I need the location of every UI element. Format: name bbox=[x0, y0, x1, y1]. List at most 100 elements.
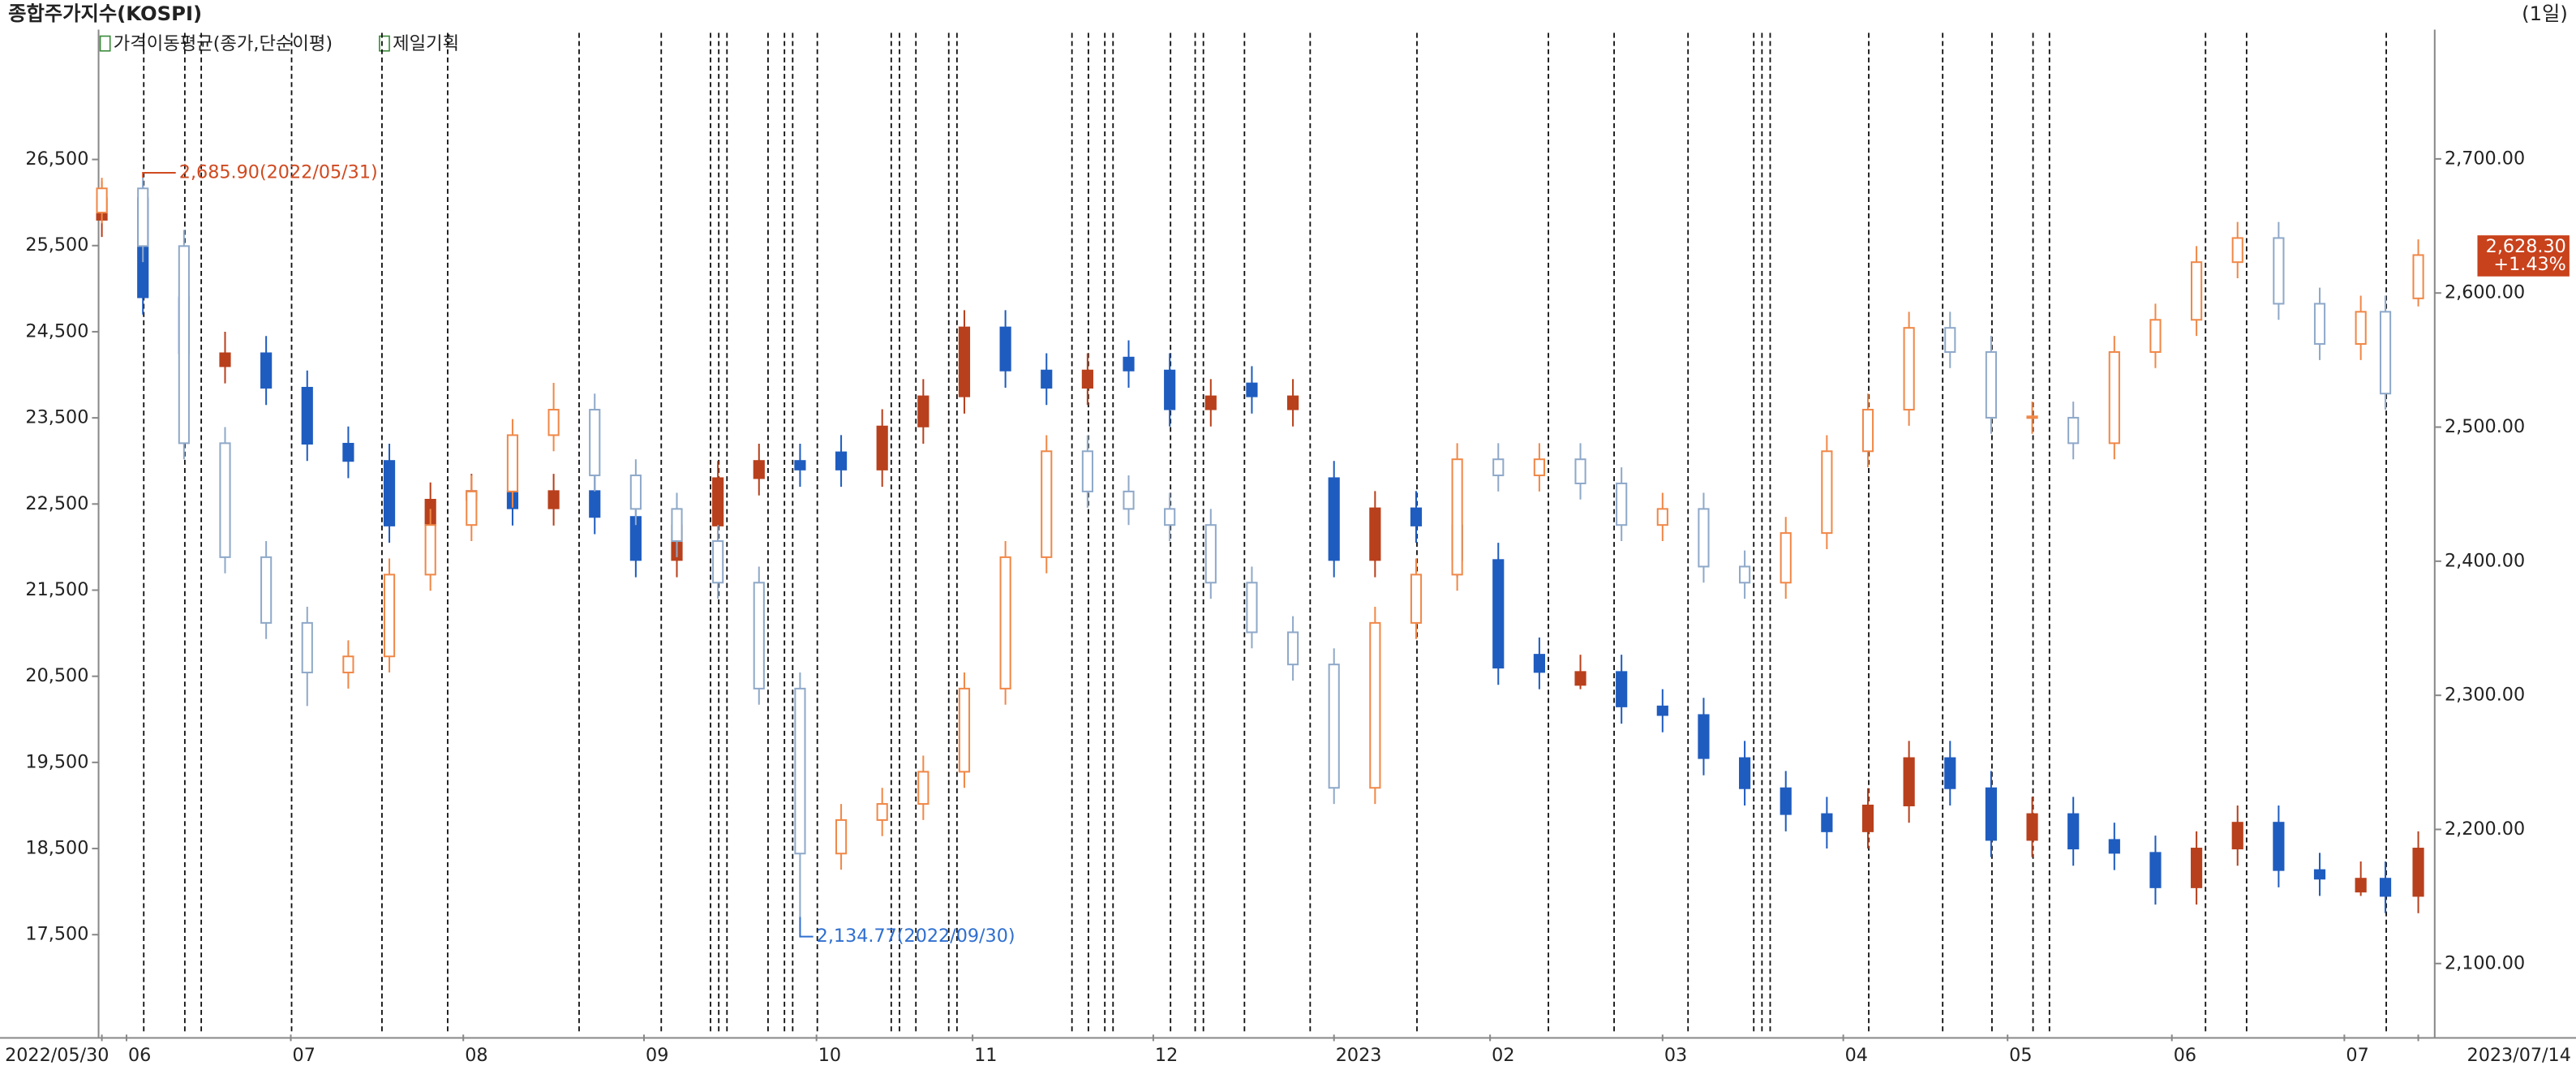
candle-body bbox=[219, 352, 231, 367]
x-tick-label: 06 bbox=[2174, 1045, 2196, 1066]
x-tick-label: 11 bbox=[974, 1045, 997, 1066]
candle-body bbox=[96, 187, 108, 214]
candle-body bbox=[1081, 369, 1093, 389]
annotation-leader bbox=[142, 171, 176, 178]
candle-body bbox=[1492, 458, 1505, 477]
candle-body bbox=[2191, 261, 2203, 321]
candle-body bbox=[876, 425, 888, 470]
candle-body bbox=[1328, 477, 1340, 561]
candle-body bbox=[2026, 813, 2038, 841]
y-tick-label: 20,500 bbox=[25, 665, 88, 686]
candle-body bbox=[260, 352, 273, 389]
period-label: (1일) bbox=[2522, 2, 2568, 25]
candle-body bbox=[301, 386, 313, 445]
candle-body bbox=[137, 187, 149, 247]
y2-tick-label: 2,600.00 bbox=[2445, 282, 2525, 303]
y-tick-label: 18,500 bbox=[25, 838, 88, 859]
candle-body bbox=[424, 524, 436, 576]
candle-body bbox=[958, 687, 971, 773]
y2-tick-label: 2,500.00 bbox=[2445, 416, 2525, 437]
candle-body bbox=[1369, 621, 1381, 789]
y2-tick-label: 2,300.00 bbox=[2445, 685, 2525, 706]
x-tick-label: 04 bbox=[1845, 1045, 1868, 1066]
candle-body bbox=[1739, 757, 1751, 789]
candle-body bbox=[2191, 848, 2203, 888]
candle-body bbox=[178, 245, 190, 445]
candle-body bbox=[219, 442, 231, 558]
candle-body bbox=[1944, 327, 1956, 353]
candle-body bbox=[671, 508, 683, 543]
candle-body bbox=[1041, 450, 1053, 558]
candle-body bbox=[958, 326, 971, 397]
candle-body bbox=[2355, 878, 2367, 893]
candle-body bbox=[547, 490, 560, 509]
candle-body bbox=[2273, 822, 2285, 871]
candle-body bbox=[1328, 664, 1340, 789]
candle-body bbox=[1410, 574, 1423, 624]
candle-body bbox=[1698, 508, 1710, 568]
x-tick-label: 02 bbox=[1492, 1045, 1514, 1066]
candle-body bbox=[2355, 311, 2367, 346]
x-tick-label: 2023 bbox=[1336, 1045, 1382, 1066]
candle-body bbox=[917, 395, 930, 427]
candle-body bbox=[2412, 254, 2424, 299]
candle-body bbox=[1081, 450, 1093, 492]
candle-body bbox=[1286, 395, 1299, 410]
candle-body bbox=[753, 582, 765, 690]
candle-body bbox=[589, 409, 601, 477]
y2-tick-label: 2,100.00 bbox=[2445, 952, 2525, 973]
candle-body bbox=[712, 540, 724, 584]
candle-body bbox=[999, 326, 1011, 372]
candle-body bbox=[2273, 237, 2285, 305]
annotation-leader bbox=[799, 917, 814, 938]
y-tick-label: 17,500 bbox=[25, 924, 88, 945]
chart-title: 종합주가지수(KOSPI) bbox=[8, 2, 202, 25]
y-tick-label: 26,500 bbox=[25, 148, 88, 170]
candle-body bbox=[2313, 303, 2326, 346]
candle-body bbox=[1164, 369, 1176, 410]
candle-body bbox=[1492, 559, 1505, 669]
candle-body bbox=[1985, 350, 1998, 419]
candle-body bbox=[753, 460, 765, 479]
candle-body bbox=[1656, 508, 1668, 526]
candle-body bbox=[383, 460, 396, 526]
candle-body bbox=[2231, 822, 2243, 850]
candle-body bbox=[383, 574, 396, 658]
candle-body bbox=[1410, 507, 1423, 526]
x-tick-label: 10 bbox=[818, 1045, 841, 1066]
candle-body bbox=[1164, 508, 1176, 526]
candle-body bbox=[2067, 813, 2080, 850]
candle-body bbox=[1204, 395, 1217, 410]
candle-body bbox=[1780, 787, 1792, 815]
x-tick-label: 2022/05/30 bbox=[5, 1045, 109, 1066]
x-tick-label: 07 bbox=[293, 1045, 316, 1066]
candle-body bbox=[1041, 369, 1053, 389]
candle-body bbox=[1821, 450, 1833, 535]
last-price-label: 2,628.30 bbox=[2486, 236, 2566, 257]
candle-body bbox=[1656, 705, 1668, 716]
x-tick-label: 03 bbox=[1664, 1045, 1687, 1066]
y2-tick-label: 2,400.00 bbox=[2445, 550, 2525, 571]
legend-label: 제일기획 bbox=[393, 33, 459, 54]
candle-body bbox=[589, 490, 601, 518]
candle-body bbox=[2149, 852, 2162, 888]
candle-body bbox=[1903, 757, 1915, 806]
candle-body bbox=[794, 687, 806, 855]
candle-body bbox=[1533, 458, 1545, 477]
y-tick-label: 19,500 bbox=[25, 751, 88, 772]
candle-body bbox=[342, 655, 354, 674]
candle-body bbox=[1944, 757, 1956, 789]
candle-body bbox=[1533, 654, 1545, 673]
candle-layer bbox=[96, 178, 2424, 917]
legend-icon bbox=[99, 35, 111, 52]
candle-body bbox=[1369, 507, 1381, 561]
x-tick-label: 12 bbox=[1155, 1045, 1178, 1066]
legend-label: 가격이동평균(종가,단순이평) bbox=[114, 33, 333, 54]
x-tick-label: 09 bbox=[646, 1045, 668, 1066]
x-tick-label: 08 bbox=[465, 1045, 487, 1066]
candle-body bbox=[876, 803, 888, 821]
candle-body bbox=[1246, 382, 1258, 397]
